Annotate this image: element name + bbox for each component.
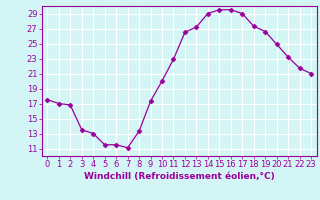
X-axis label: Windchill (Refroidissement éolien,°C): Windchill (Refroidissement éolien,°C) bbox=[84, 172, 275, 181]
